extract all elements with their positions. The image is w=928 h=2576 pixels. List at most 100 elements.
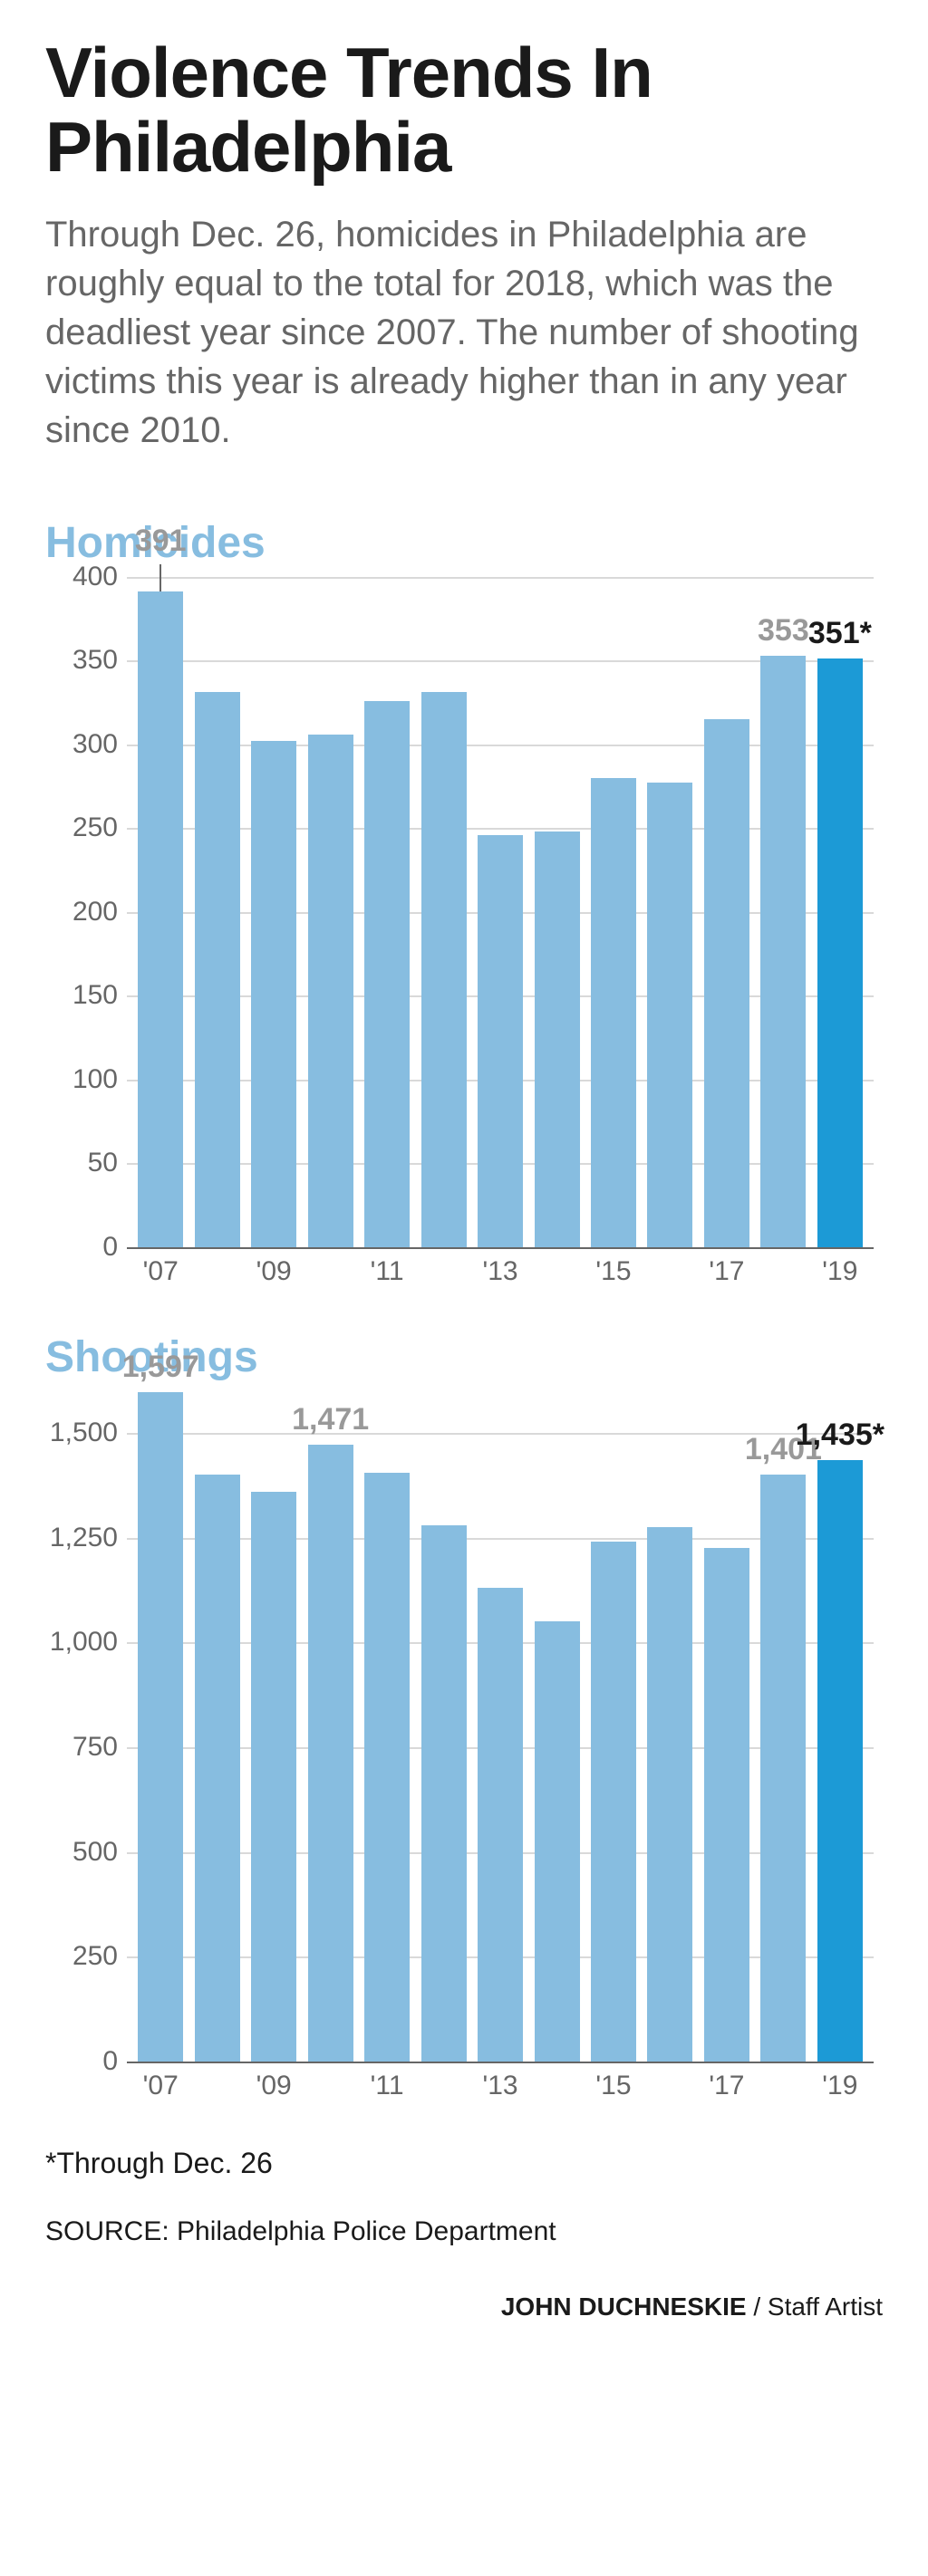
credit-name: JOHN DUCHNESKIE (501, 2292, 747, 2321)
bar-slot (528, 1391, 585, 2062)
credit-role: / Staff Artist (747, 2292, 883, 2321)
x-axis-label (642, 2071, 698, 2101)
bar (308, 735, 353, 1247)
bar (364, 701, 410, 1247)
chart-homicides: Homicides0501001502002503003504003913533… (45, 518, 883, 1287)
x-axis-label (755, 2071, 811, 2101)
bar: 1,401 (760, 1475, 806, 2062)
x-axis-label (415, 1256, 471, 1287)
y-axis-label: 400 (45, 562, 118, 592)
bar-callout: 1,471 (292, 1402, 369, 1437)
bar-slot (246, 577, 302, 1247)
x-axis-label: '09 (246, 1256, 302, 1287)
bar (421, 692, 467, 1246)
x-axis-label (755, 1256, 811, 1287)
y-axis-label: 500 (45, 1837, 118, 1868)
bar-slot (302, 577, 358, 1247)
x-axis-label: '15 (585, 1256, 642, 1287)
y-axis-label: 1,000 (45, 1627, 118, 1658)
bar-slot: 351* (812, 577, 868, 1247)
y-axis-label: 0 (45, 2046, 118, 2077)
bar-slot (188, 577, 245, 1247)
bar-callout: 391 (135, 524, 187, 559)
bar-slot (472, 1391, 528, 2062)
bar: 351* (817, 658, 863, 1246)
bar-slot (642, 577, 698, 1247)
credit-line: JOHN DUCHNESKIE / Staff Artist (45, 2292, 883, 2321)
bar-slot: 1,471 (302, 1391, 358, 2062)
x-axis-label (188, 1256, 245, 1287)
bar-slot (188, 1391, 245, 2062)
bar (421, 1525, 467, 2062)
y-axis-label: 1,250 (45, 1523, 118, 1553)
x-axis-label: '11 (359, 2071, 415, 2101)
chart-shootings: Shootings02505007501,0001,2501,5001,5971… (45, 1332, 883, 2101)
y-axis-label: 150 (45, 980, 118, 1011)
y-axis-label: 250 (45, 1941, 118, 1972)
bar-slot (359, 1391, 415, 2062)
bar: 391 (138, 591, 183, 1246)
bar-slot: 353 (755, 577, 811, 1247)
bar: 1,435* (817, 1460, 863, 2062)
x-axis-label: '17 (699, 1256, 755, 1287)
x-axis-label: '13 (472, 1256, 528, 1287)
x-axis-label (415, 2071, 471, 2101)
y-axis-label: 0 (45, 1232, 118, 1263)
x-axis-label (528, 2071, 585, 2101)
y-axis-label: 300 (45, 729, 118, 760)
charts-container: Homicides0501001502002503003504003913533… (45, 518, 883, 2101)
gridline (127, 1247, 874, 1249)
bar (704, 1548, 749, 2062)
y-axis-label: 50 (45, 1148, 118, 1178)
x-axis-label: '11 (359, 1256, 415, 1287)
bar-slot: 1,435* (812, 1391, 868, 2062)
bars-row: 391 353351* (127, 577, 874, 1247)
bar-slot: 1,597 (132, 1391, 188, 2062)
chart-plot: 050100150200250300350400391353351* (127, 577, 874, 1247)
callout-tick (160, 564, 161, 591)
bar-callout: 351* (808, 616, 872, 651)
bar-slot (246, 1391, 302, 2062)
bar (251, 1492, 296, 2062)
x-axis-label: '19 (812, 1256, 868, 1287)
bar (478, 1588, 523, 2062)
bar (195, 1475, 240, 2062)
bar (535, 831, 580, 1247)
bar (591, 1542, 636, 2062)
x-axis-label: '15 (585, 2071, 642, 2101)
y-axis-label: 1,500 (45, 1418, 118, 1448)
x-axis-label (188, 2071, 245, 2101)
bar: 1,471 (308, 1445, 353, 2061)
x-axis-label (528, 1256, 585, 1287)
bar-slot: 1,401 (755, 1391, 811, 2062)
y-axis-label: 350 (45, 645, 118, 676)
bar-slot (585, 577, 642, 1247)
page-subtitle: Through Dec. 26, homicides in Philadelph… (45, 210, 883, 455)
bar (647, 1527, 692, 2062)
bar (591, 778, 636, 1247)
y-axis-label: 100 (45, 1064, 118, 1095)
bar: 1,597 (138, 1392, 183, 2062)
bar (478, 835, 523, 1247)
bar (364, 1473, 410, 2062)
source-line: SOURCE: Philadelphia Police Department (45, 2216, 883, 2247)
bar-slot (472, 577, 528, 1247)
bar-slot: 391 (132, 577, 188, 1247)
bar-slot (699, 1391, 755, 2062)
bar-slot (415, 1391, 471, 2062)
bar-callout: 1,435* (796, 1418, 884, 1453)
x-axis-label (302, 2071, 358, 2101)
bar-slot (585, 1391, 642, 2062)
x-axis-label: '13 (472, 2071, 528, 2101)
bar-callout: 353 (758, 613, 809, 649)
bar-slot (699, 577, 755, 1247)
y-axis-label: 250 (45, 812, 118, 843)
x-axis-label: '09 (246, 2071, 302, 2101)
bar-slot (359, 577, 415, 1247)
x-axis-label: '17 (699, 2071, 755, 2101)
bar-slot (642, 1391, 698, 2062)
bar (251, 741, 296, 1247)
bar-callout: 1,597 (122, 1350, 199, 1385)
x-axis: '07'09'11'13'15'17'19 (127, 1247, 874, 1287)
footnote: *Through Dec. 26 (45, 2147, 883, 2180)
